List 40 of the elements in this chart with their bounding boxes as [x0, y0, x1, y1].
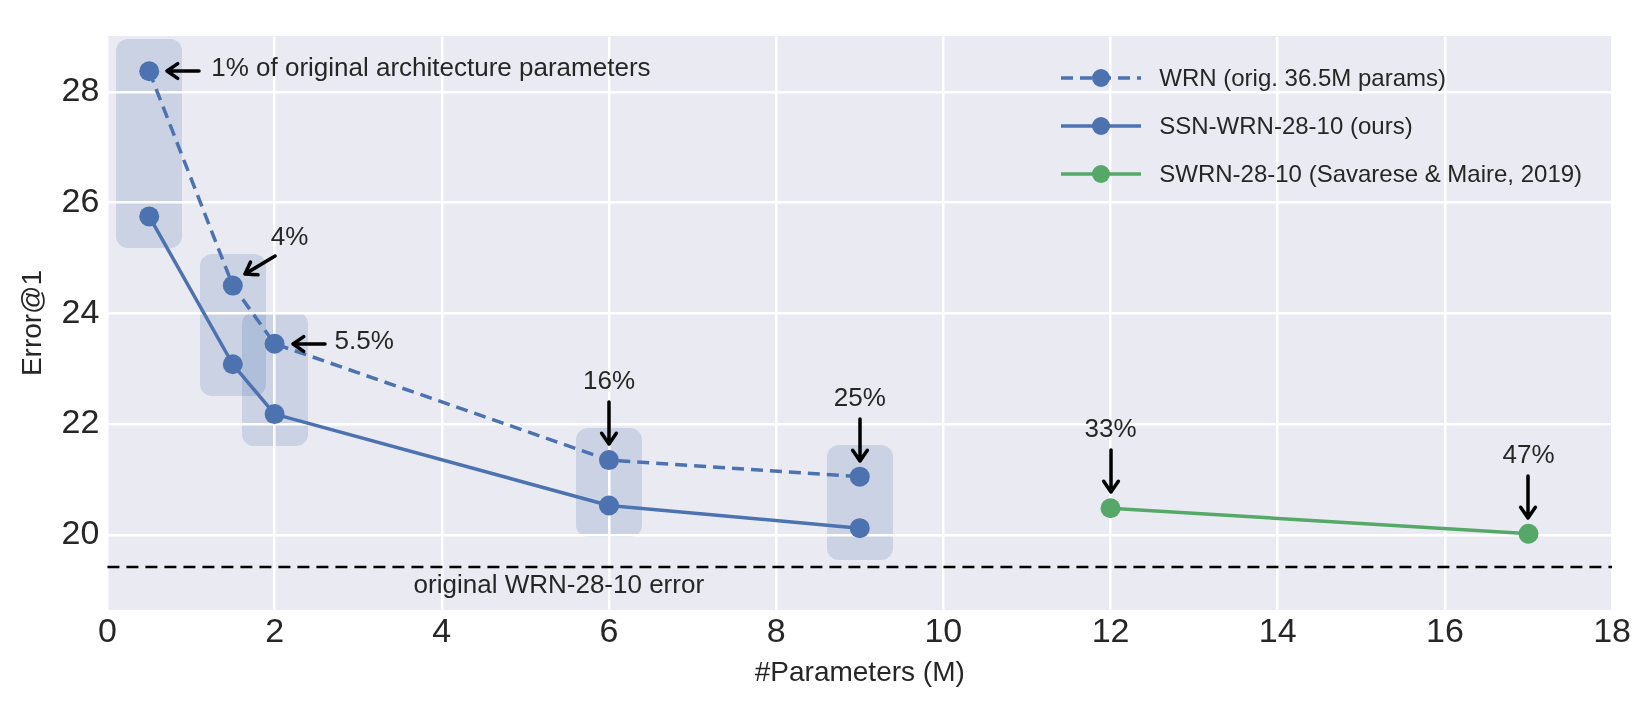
- point: [849, 466, 870, 487]
- x-tick-label: 10: [924, 611, 963, 650]
- point: [598, 495, 619, 516]
- y-tick-label: 24: [61, 291, 100, 330]
- point: [849, 518, 870, 539]
- point: [1518, 523, 1539, 544]
- point: [139, 206, 160, 227]
- x-tick-label: 4: [432, 611, 452, 650]
- x-tick-label: 6: [599, 611, 619, 650]
- y-tick-label: 28: [61, 70, 100, 109]
- point: [598, 450, 619, 471]
- annotation: 4%: [270, 220, 309, 251]
- y-tick-label: 22: [61, 402, 100, 441]
- annotation: 1% of original architecture parameters: [211, 52, 651, 83]
- x-tick-label: 0: [97, 611, 117, 650]
- annotation: 47%: [1502, 438, 1555, 469]
- legend-label: SWRN-28-10 (Savarese & Maire, 2019): [1159, 160, 1583, 189]
- point: [264, 404, 285, 425]
- x-axis-title: #Parameters (M): [754, 655, 965, 687]
- y-tick-label: 26: [61, 180, 100, 219]
- point: [222, 275, 243, 296]
- point: [139, 61, 160, 82]
- x-tick-label: 8: [766, 611, 786, 650]
- x-tick-label: 16: [1425, 611, 1464, 650]
- point: [222, 354, 243, 375]
- point: [264, 333, 285, 354]
- point: [1100, 498, 1121, 519]
- annotation: 33%: [1084, 413, 1137, 444]
- x-tick-label: 18: [1593, 611, 1631, 650]
- y-axis-title: Error@1: [15, 269, 47, 377]
- x-tick-label: 2: [265, 611, 285, 650]
- x-tick-label: 12: [1091, 611, 1130, 650]
- legend-label: WRN (orig. 36.5M params): [1159, 64, 1446, 93]
- annotation: 16%: [582, 365, 635, 396]
- y-tick-label: 20: [61, 513, 100, 552]
- legend-label: SSN-WRN-28-10 (ours): [1159, 112, 1413, 141]
- x-tick-label: 14: [1258, 611, 1297, 650]
- ref-line-label: original WRN-28-10 error: [413, 569, 705, 600]
- annotation: 5.5%: [334, 324, 394, 355]
- annotation: 25%: [833, 381, 886, 412]
